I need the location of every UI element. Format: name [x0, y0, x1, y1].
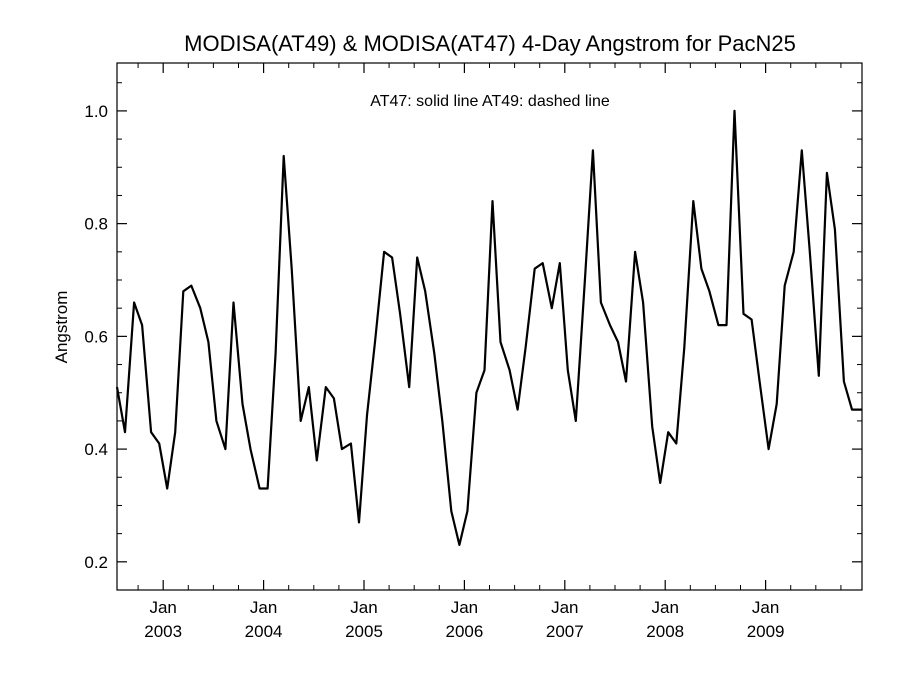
x-tick-month: Jan — [451, 598, 478, 617]
y-tick-label: 0.6 — [84, 327, 108, 346]
x-tick-month: Jan — [149, 598, 176, 617]
x-tick-month: Jan — [651, 598, 678, 617]
chart-title: MODISA(AT49) & MODISA(AT47) 4-Day Angstr… — [184, 31, 796, 56]
y-tick-label: 0.4 — [84, 440, 108, 459]
x-tick-year: 2003 — [144, 622, 182, 641]
x-tick-year: 2007 — [546, 622, 584, 641]
y-tick-label: 1.0 — [84, 102, 108, 121]
x-tick-year: 2004 — [245, 622, 283, 641]
x-tick-month: Jan — [250, 598, 277, 617]
x-tick-year: 2005 — [345, 622, 383, 641]
y-axis-label: Angstrom — [52, 291, 71, 364]
series-line-at47 — [115, 109, 862, 547]
x-tick-month: Jan — [350, 598, 377, 617]
x-tick-year: 2008 — [646, 622, 684, 641]
y-tick-label: 0.8 — [84, 215, 108, 234]
x-tick-month: Jan — [752, 598, 779, 617]
series-layer — [115, 109, 862, 547]
x-tick-year: 2006 — [445, 622, 483, 641]
axes: 0.2 0.4 0.6 0.8 1.0 Jan 2003 Jan 2004 Jan 2005 Jan 2… — [84, 62, 863, 641]
x-tick-year: 2009 — [747, 622, 785, 641]
plot-frame — [116, 62, 863, 591]
legend-note: AT47: solid line AT49: dashed line — [370, 93, 610, 110]
x-tick-month: Jan — [551, 598, 578, 617]
y-tick-label: 0.2 — [84, 553, 108, 572]
